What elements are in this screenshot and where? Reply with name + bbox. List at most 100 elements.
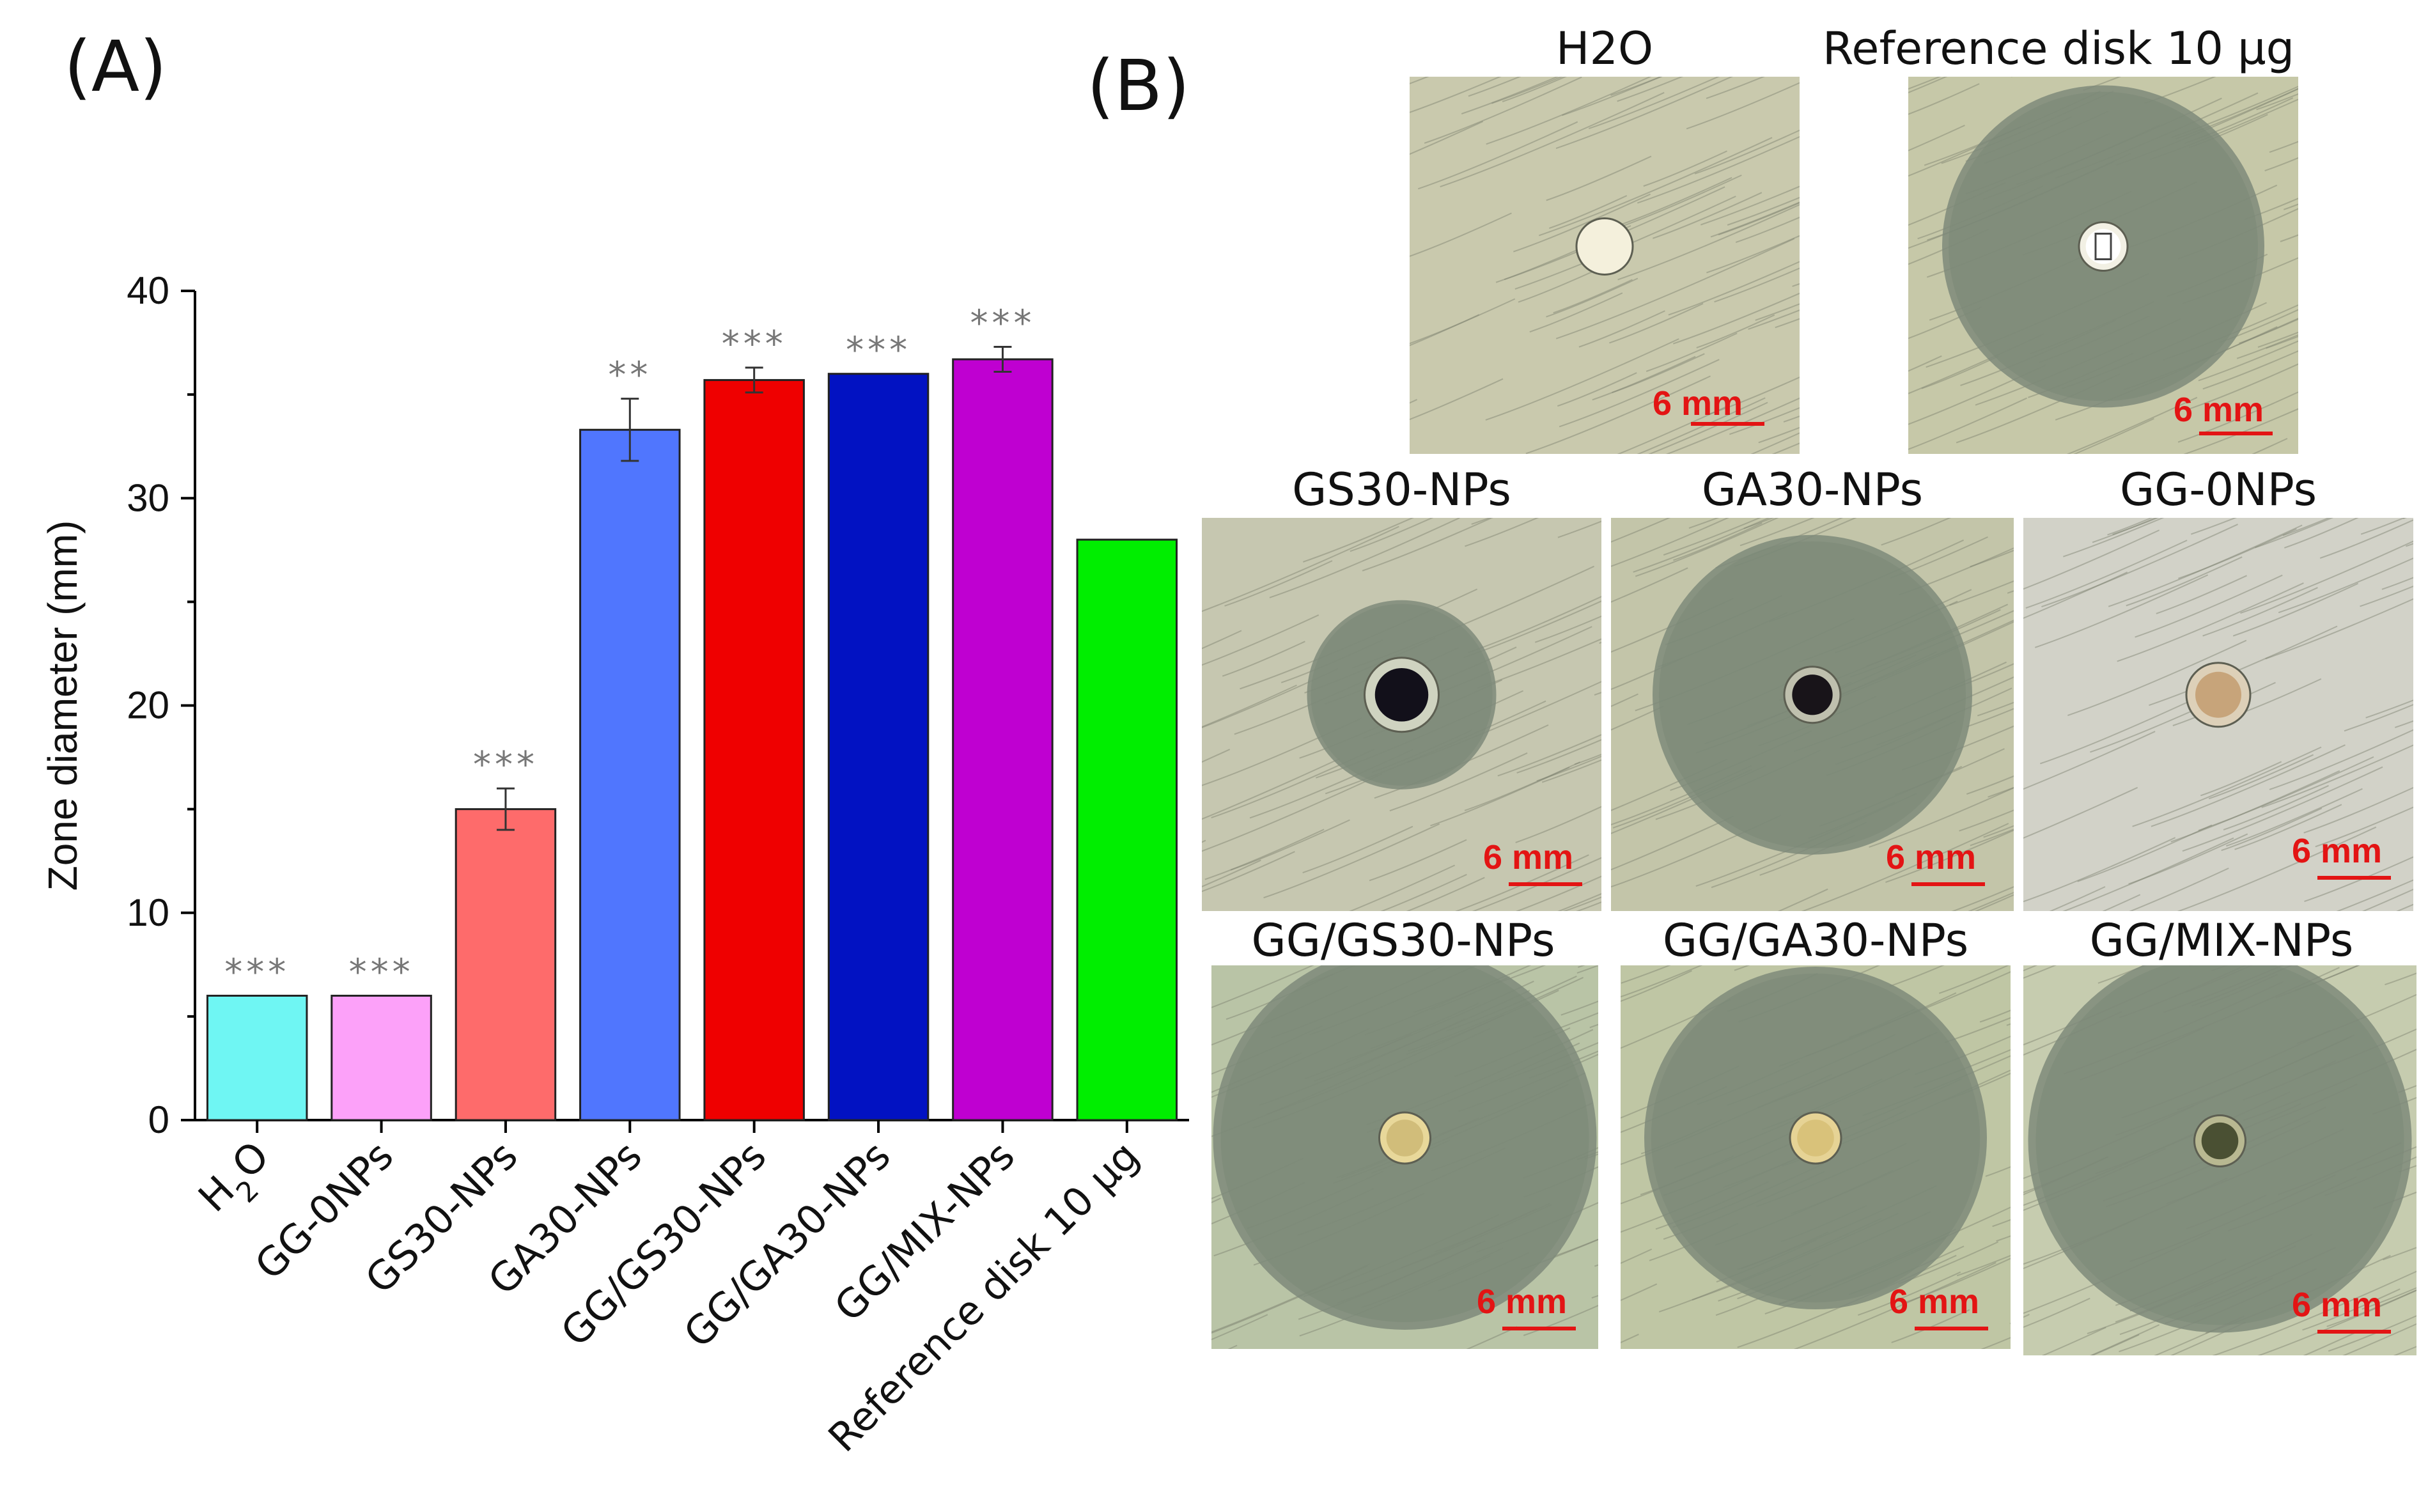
significance-label-5: *** bbox=[846, 330, 911, 371]
streak-gg0-80 bbox=[2381, 577, 2413, 590]
streak-h2o-48 bbox=[1548, 195, 1628, 229]
streak-h2o-35 bbox=[1562, 77, 1663, 116]
streak-ref-64 bbox=[1908, 83, 1980, 115]
streak-ga30-63 bbox=[1988, 786, 2014, 798]
streak-gg0-2 bbox=[2112, 518, 2160, 535]
scale-bar-gg0 bbox=[2317, 876, 2391, 880]
plate-ga30 bbox=[1611, 518, 2014, 911]
streak-gg0-42 bbox=[2092, 518, 2158, 543]
streak-gs30-21 bbox=[1454, 854, 1589, 911]
streak-h2o-27 bbox=[1714, 267, 1800, 303]
streak-h2o-28 bbox=[1559, 359, 1720, 428]
streak-gs30-58 bbox=[1389, 752, 1528, 812]
streak-gg0-12 bbox=[2023, 837, 2176, 903]
streak-h2o-74 bbox=[1735, 216, 1800, 244]
streak-ggmix-30 bbox=[2089, 1324, 2160, 1355]
streak-gg0-66 bbox=[2269, 729, 2413, 790]
streak-ref-45 bbox=[1908, 77, 1948, 93]
streak-h2o-4 bbox=[1555, 238, 1795, 339]
scale-label-ga30: 6 mm bbox=[1886, 838, 1977, 877]
streak-h2o-78 bbox=[1729, 407, 1800, 435]
streak-h2o-66 bbox=[1410, 298, 1516, 345]
reference-disk-marking-ref bbox=[2094, 233, 2112, 260]
streak-h2o-73 bbox=[1637, 136, 1800, 204]
streak-gg0-21 bbox=[2202, 587, 2318, 637]
streak-gg0-59 bbox=[2025, 540, 2188, 609]
y-tick-label-4: 40 bbox=[127, 269, 169, 312]
streak-gs30-56 bbox=[1202, 859, 1261, 887]
streak-gg0-16 bbox=[2128, 833, 2248, 885]
streak-gs30-67 bbox=[1541, 759, 1601, 783]
plate-title-gggs30-text: GG/GS30-NPs bbox=[1251, 914, 1555, 967]
streak-ggmix-73 bbox=[2303, 1330, 2360, 1355]
significance-label-3: ** bbox=[608, 355, 651, 396]
streak-gs30-50 bbox=[1477, 638, 1601, 689]
streak-ggga30-80 bbox=[1985, 1166, 2011, 1177]
streak-ggga30-35 bbox=[1621, 970, 1692, 1002]
streak-ga30-86 bbox=[1611, 693, 1638, 707]
scale-label-gg0: 6 mm bbox=[2292, 832, 2383, 870]
sample-disk-center-gs30 bbox=[1374, 667, 1429, 722]
streak-h2o-3 bbox=[1555, 77, 1734, 149]
streak-gs30-80 bbox=[1576, 901, 1601, 911]
streak-ggga30-28 bbox=[1944, 1017, 2011, 1043]
streak-gg0-54 bbox=[2200, 761, 2282, 797]
streak-h2o-62 bbox=[1668, 261, 1800, 316]
streak-ref-26 bbox=[2144, 77, 2216, 104]
streak-ref-74 bbox=[2202, 350, 2298, 390]
streak-gg0-70 bbox=[2182, 766, 2383, 852]
plate-image-gs30 bbox=[1202, 518, 1601, 911]
streak-ga30-39 bbox=[1801, 823, 2009, 911]
streak-h2o-85 bbox=[1588, 77, 1720, 130]
streak-ga30-87 bbox=[1970, 549, 2014, 568]
scale-label-h2o: 6 mm bbox=[1653, 384, 1743, 423]
scale-bar-ga30 bbox=[1911, 882, 1985, 886]
bar-5 bbox=[827, 373, 930, 1121]
plate-title-ggga30: GG/GA30-NPs bbox=[1611, 914, 2020, 967]
streak-h2o-15 bbox=[1710, 201, 1800, 238]
streak-gs30-2 bbox=[1222, 641, 1305, 677]
bar-6 bbox=[952, 358, 1054, 1121]
streak-gs30-53 bbox=[1562, 896, 1601, 911]
streak-ref-67 bbox=[2177, 391, 2298, 443]
streak-gg0-61 bbox=[2102, 894, 2141, 911]
streak-ga30-12 bbox=[1966, 708, 2014, 728]
streak-gs30-71 bbox=[1202, 526, 1399, 612]
plate-title-h2o-text: H2O bbox=[1555, 22, 1654, 75]
streak-ga30-62 bbox=[1743, 518, 1775, 529]
streak-ref-5 bbox=[1908, 125, 1965, 152]
streak-ga30-45 bbox=[1688, 518, 1720, 529]
sample-disk-center-ref bbox=[2085, 229, 2121, 264]
bacterial-streaks-gg0 bbox=[2023, 518, 2413, 911]
streak-ga30-6 bbox=[1951, 886, 2014, 911]
plate-title-ref-text: Reference disk 10 µg bbox=[1822, 22, 2295, 75]
streak-gg0-83 bbox=[2396, 903, 2413, 911]
streak-h2o-36 bbox=[1610, 77, 1663, 97]
streak-h2o-83 bbox=[1646, 332, 1738, 372]
streak-gg0-9 bbox=[2303, 786, 2413, 834]
streak-ref-12 bbox=[1908, 355, 1942, 372]
streak-ref-77 bbox=[2252, 437, 2288, 454]
streak-gg0-20 bbox=[2135, 574, 2283, 638]
streak-gg0-24 bbox=[2178, 528, 2297, 579]
streak-ga30-27 bbox=[1633, 518, 1771, 573]
streak-h2o-13 bbox=[1783, 415, 1800, 423]
plate-title-ggga30-text: GG/GA30-NPs bbox=[1662, 914, 1969, 967]
streak-gggs30-50 bbox=[1495, 965, 1546, 985]
streak-gg0-71 bbox=[2336, 879, 2413, 911]
streak-ref-1 bbox=[2083, 77, 2122, 91]
streak-gg0-10 bbox=[2240, 540, 2413, 614]
y-tick-label-2: 20 bbox=[127, 684, 169, 727]
streak-h2o-86 bbox=[1491, 77, 1564, 104]
streak-ref-59 bbox=[2283, 203, 2298, 210]
streak-gg0-14 bbox=[2062, 837, 2234, 911]
streak-ref-71 bbox=[2073, 417, 2154, 454]
streak-h2o-52 bbox=[1529, 292, 1623, 333]
streak-gs30-83 bbox=[1204, 829, 1325, 880]
streak-ga30-2 bbox=[1949, 580, 2014, 606]
panel-b-label: (B) bbox=[1087, 45, 1190, 127]
streak-gs30-63 bbox=[1349, 864, 1456, 911]
plate-ggga30 bbox=[1621, 965, 2011, 1349]
streak-ggmix-47 bbox=[2328, 1315, 2416, 1352]
streak-h2o-71 bbox=[1609, 302, 1704, 344]
